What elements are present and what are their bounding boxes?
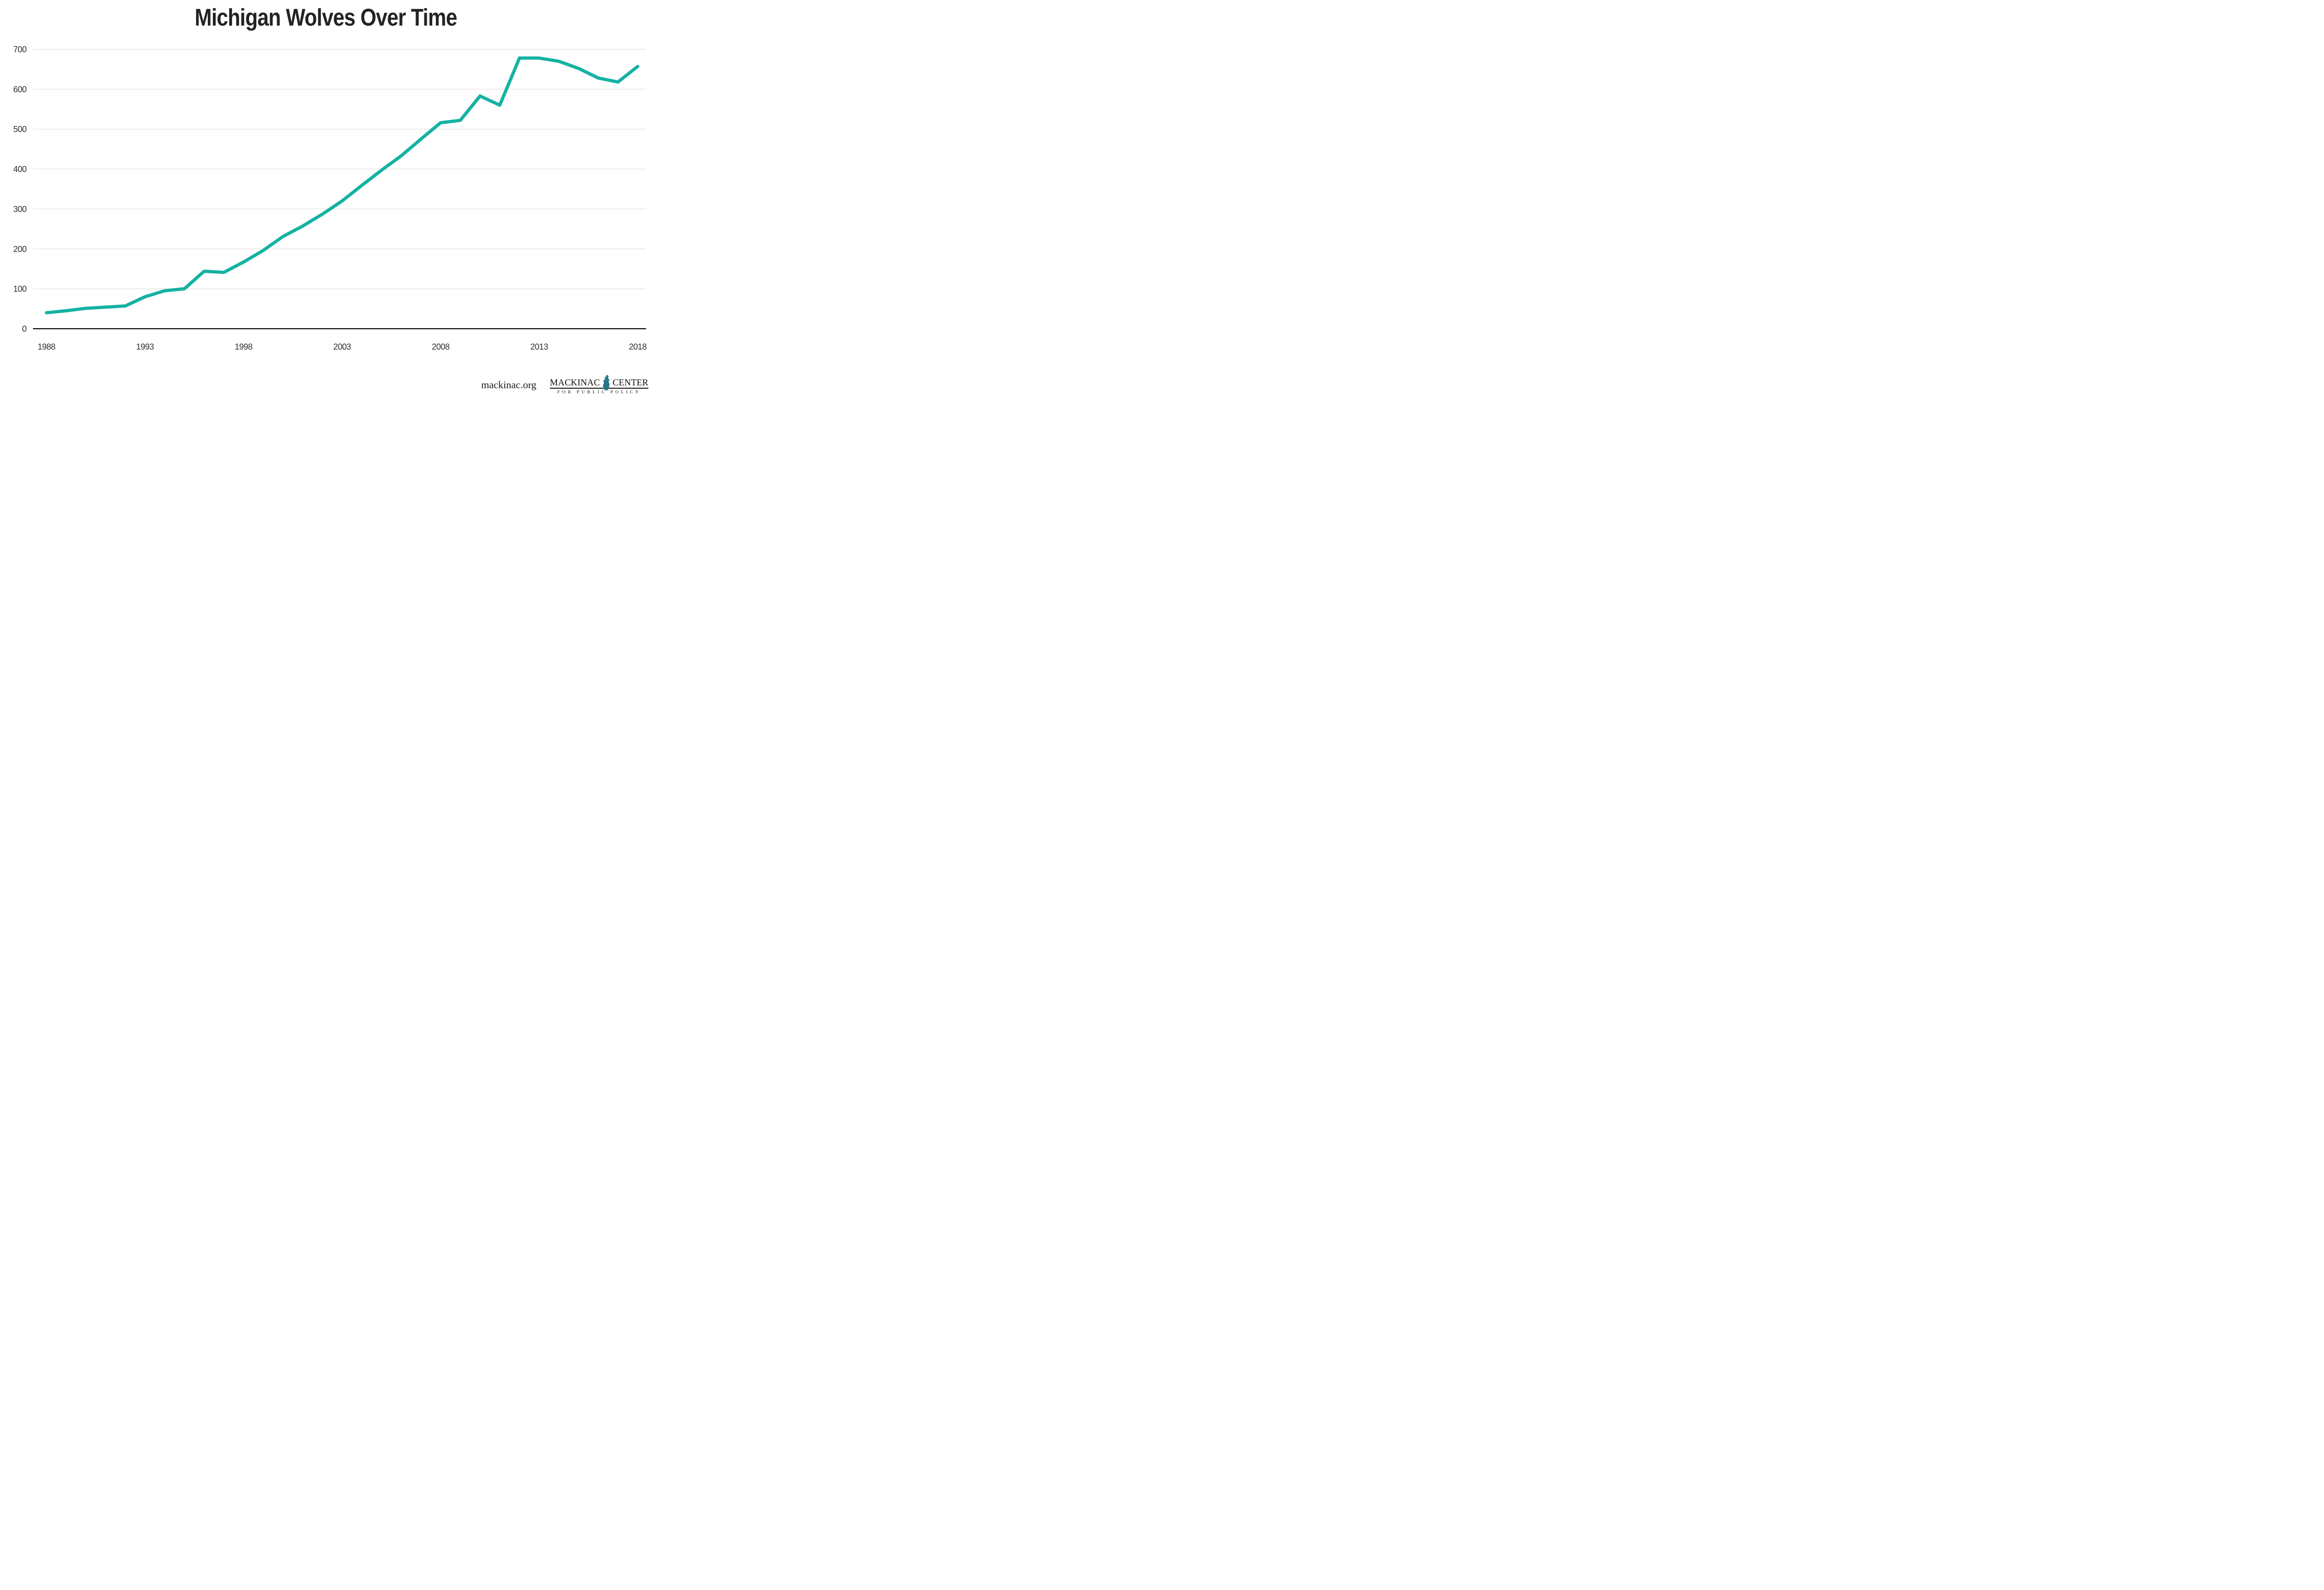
ytick-label-600: 600: [13, 85, 26, 94]
ytick-label-0: 0: [22, 325, 26, 334]
chart-title: Michigan Wolves Over Time: [194, 4, 457, 31]
ytick-label-500: 500: [13, 125, 26, 134]
logo-tagline: FOR PUBLIC POLICY: [557, 390, 641, 395]
xtick-label-2008: 2008: [432, 342, 450, 351]
wolf-population-line: [45, 56, 640, 315]
xtick-label-2018: 2018: [629, 342, 647, 351]
logo-word-center: CENTER: [612, 378, 648, 388]
xtick-label-1998: 1998: [235, 342, 253, 351]
ytick-label-700: 700: [13, 45, 26, 54]
xtick-label-2013: 2013: [530, 342, 548, 351]
michigan-icon: [603, 375, 610, 391]
ytick-label-300: 300: [13, 205, 26, 214]
chart-canvas: Michigan Wolves Over Time 0 100 200 300 400 5…: [0, 0, 652, 398]
ytick-label-200: 200: [13, 245, 26, 254]
website-url: mackinac.org: [481, 379, 536, 391]
line-chart: 0 100 200 300 400 500 600 700 1988 1993 1998 2003 20…: [13, 45, 647, 352]
xtick-label-2003: 2003: [333, 342, 351, 351]
xtick-label-1993: 1993: [136, 342, 154, 351]
ytick-label-100: 100: [13, 285, 26, 294]
logo-wordmark: MACKINAC CENTER: [550, 372, 648, 391]
xtick-label-1988: 1988: [38, 342, 56, 351]
logo-word-mackinac: MACKINAC: [550, 378, 600, 388]
mackinac-center-logo: MACKINAC CENTER FOR PUBLIC POLICY: [550, 372, 648, 395]
ytick-label-400: 400: [13, 165, 26, 174]
